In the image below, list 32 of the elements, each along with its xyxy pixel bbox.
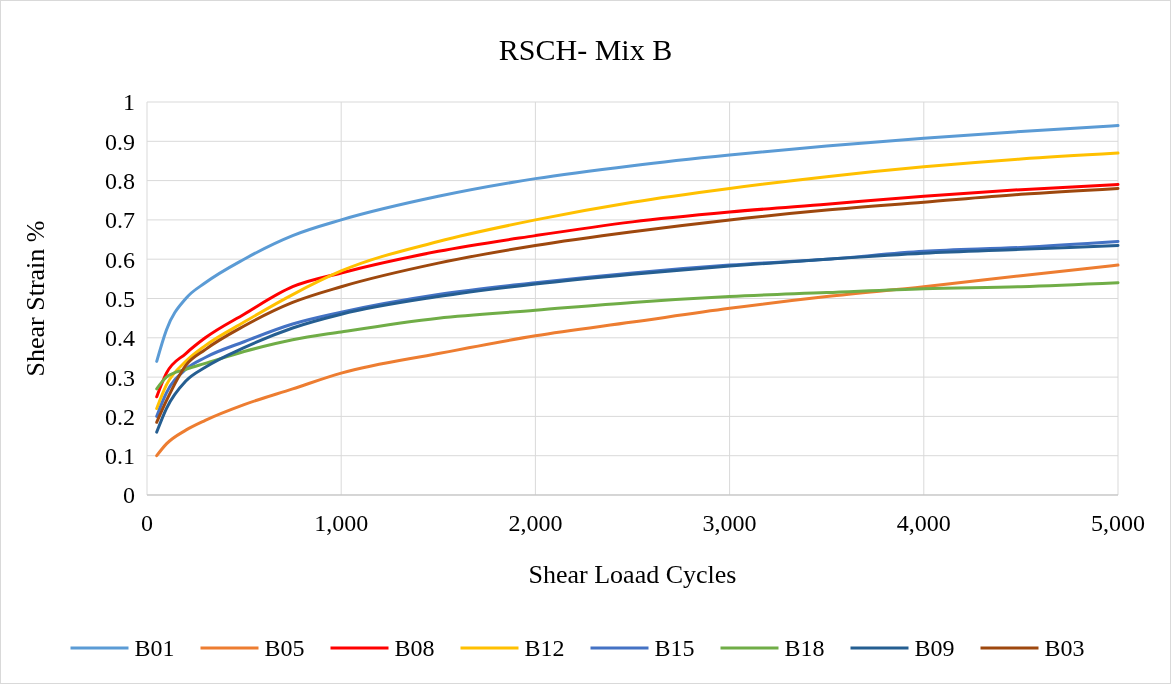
line-series (155, 124, 1120, 363)
y-tick-label: 0.3 (105, 364, 135, 391)
legend-label: B18 (784, 635, 825, 662)
x-tick-label: 5,000 (1091, 510, 1145, 536)
x-axis-title: Shear Loaad Cycles (528, 560, 737, 589)
line-series (155, 281, 1120, 391)
y-tick-label: 0 (123, 482, 135, 509)
line-series (155, 151, 1120, 411)
legend-label: B15 (654, 635, 695, 662)
chart-title: RSCH- Mix B (498, 33, 673, 66)
line-series (155, 263, 1120, 458)
legend-label: B03 (1044, 635, 1085, 662)
legend-label: B12 (524, 635, 565, 662)
legend-label: B09 (914, 635, 955, 662)
y-tick-label: 0.1 (105, 443, 135, 470)
legend-label: B05 (264, 635, 305, 662)
x-tick-label: 2,000 (508, 510, 563, 536)
y-tick-label: 0.8 (105, 168, 135, 194)
y-tick-label: 0.4 (105, 325, 135, 352)
x-tick-label: 1,000 (314, 510, 369, 536)
y-tick-label: 1 (123, 89, 135, 116)
y-axis-title: Shear Strain % (21, 220, 50, 377)
y-tick-label: 0.9 (105, 128, 135, 155)
y-tick-label: 0.7 (105, 207, 135, 234)
legend-label: B01 (134, 635, 175, 662)
y-tick-label: 0.6 (105, 246, 135, 273)
y-tick-label: 0.2 (105, 403, 135, 430)
x-tick-label: 0 (141, 510, 153, 536)
legend-label: B08 (394, 635, 435, 662)
x-tick-label: 3,000 (702, 510, 757, 536)
y-tick-label: 0.5 (105, 285, 135, 312)
x-tick-label: 4,000 (896, 510, 951, 536)
